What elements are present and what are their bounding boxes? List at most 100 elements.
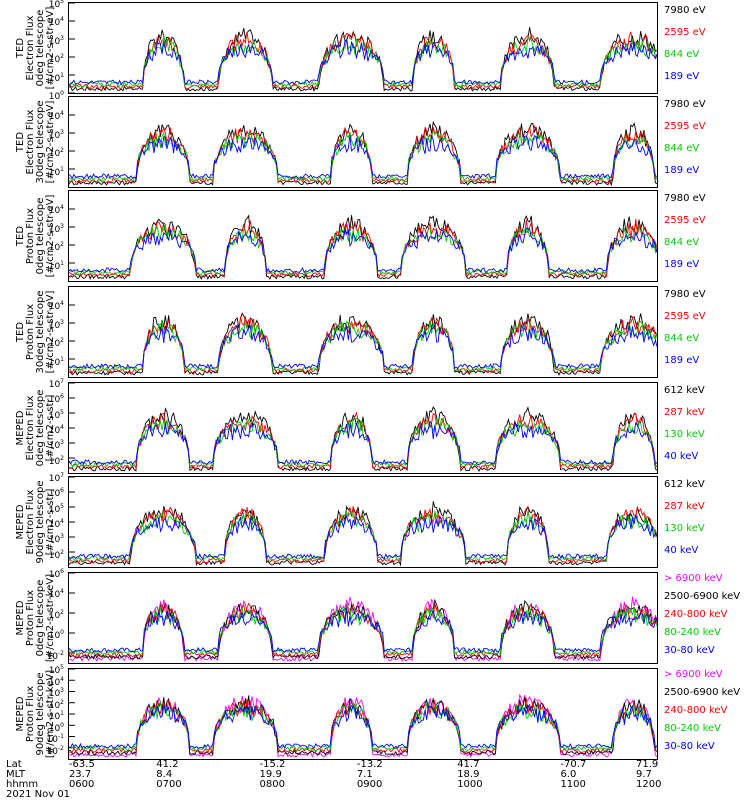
y-tick-label: 10-2 bbox=[46, 649, 64, 662]
legend-entry: 287 keV bbox=[664, 501, 705, 512]
chart-panel-6: MEPED Electron Flux 90deg telescope [#/cm2-… bbox=[0, 472, 750, 568]
flux-traces bbox=[68, 208, 658, 280]
y-tick-labels: 101 102 103 104 bbox=[30, 190, 66, 282]
x-tick-lat: -70.7 bbox=[560, 759, 587, 770]
x-tick-mlt: 9.7 bbox=[636, 769, 652, 780]
legend-entry: 130 keV bbox=[664, 429, 705, 440]
y-tick-label: 103 bbox=[48, 687, 64, 699]
x-tick-hhmm: 1200 bbox=[636, 779, 662, 790]
mlt-row-label: MLT bbox=[6, 769, 25, 780]
y-tick-label: 103 bbox=[48, 222, 64, 235]
x-tick-hhmm: 0900 bbox=[356, 779, 383, 790]
legend-entry: 2500-6900 keV bbox=[664, 687, 741, 698]
legend-entry: 240-800 keV bbox=[664, 609, 728, 620]
y-tick-label: 102 bbox=[48, 698, 64, 711]
series-trace bbox=[68, 596, 658, 662]
chart-panel-3: TED Proton Flux 0deg telescope [#/cm2-s-str… bbox=[0, 190, 750, 282]
series-legend: 7980 eV 2595 eV 844 eV 189 eV bbox=[664, 2, 750, 94]
flux-traces bbox=[68, 572, 658, 662]
y-tick-label: 104 bbox=[48, 518, 64, 530]
legend-entry: 80-240 keV bbox=[664, 723, 722, 734]
y-tick-label: 10-2 bbox=[46, 744, 64, 757]
plot-area bbox=[68, 190, 658, 282]
y-tick-label: 102 bbox=[48, 454, 64, 467]
y-tick-label: 103 bbox=[48, 128, 64, 141]
plot-area bbox=[68, 382, 658, 474]
x-tick-hhmm: 1000 bbox=[457, 779, 483, 790]
y-tick-label: 103 bbox=[48, 533, 64, 546]
y-tick-label: 102 bbox=[48, 241, 64, 254]
chart-panel-5: MEPED Electron Flux 0deg telescope [#/cm2-s… bbox=[0, 378, 750, 474]
plot-area bbox=[68, 668, 658, 760]
series-trace bbox=[68, 501, 658, 567]
x-tick-hhmm: 0700 bbox=[156, 779, 182, 790]
lat-row-label: Lat bbox=[6, 759, 22, 770]
y-tick-label: 101 bbox=[48, 259, 64, 272]
series-legend: > 6900 keV 2500-6900 keV 240-800 keV 80-240… bbox=[664, 668, 750, 760]
legend-entry: 7980 eV bbox=[664, 193, 706, 204]
x-tick-hhmm: 0600 bbox=[68, 779, 95, 790]
y-tick-label: 101 bbox=[48, 165, 64, 178]
y-tick-labels: 102 103 104 105 106 107 bbox=[30, 472, 66, 568]
legend-entry: 612 keV bbox=[664, 385, 705, 396]
legend-entry: 844 eV bbox=[664, 143, 700, 154]
legend-entry: 80-240 keV bbox=[664, 627, 722, 638]
x-tick-mlt: 8.4 bbox=[156, 769, 173, 780]
y-tick-labels: 10-2 100 102 104 106 bbox=[30, 568, 66, 664]
y-tick-label: 100 bbox=[48, 90, 64, 102]
series-trace bbox=[68, 693, 658, 758]
plot-area bbox=[68, 2, 658, 94]
y-tick-label: 102 bbox=[48, 608, 64, 621]
legend-entry: 189 eV bbox=[664, 71, 700, 82]
series-legend: 612 keV 287 keV 130 keV 40 keV bbox=[664, 382, 750, 474]
chart-panel-2: TED Electron Flux 30deg telescope [#/cm2-s-… bbox=[0, 96, 750, 188]
series-trace bbox=[68, 130, 658, 182]
legend-entry: 612 keV bbox=[664, 479, 705, 490]
y-tick-label: 101 bbox=[48, 710, 64, 722]
chart-panel-1: TED Electron Flux 0deg telescope [#/cm2-s-s… bbox=[0, 0, 750, 102]
legend-entry: 40 keV bbox=[664, 451, 699, 462]
plot-area bbox=[68, 96, 658, 188]
time-axis-footer: Lat MLT hhmm 2021 Nov 01 -63.5 23.7 0600 41… bbox=[0, 760, 750, 800]
y-tick-label: 104 bbox=[48, 204, 64, 217]
chart-panel-7: MEPED Proton Flux 0deg telescope [#/cm2-s-s… bbox=[0, 568, 750, 664]
y-tick-label: 101 bbox=[48, 355, 64, 368]
plot-area bbox=[68, 286, 658, 378]
flux-traces bbox=[68, 668, 658, 758]
x-tick-hhmm: 1100 bbox=[560, 779, 586, 790]
series-trace bbox=[68, 312, 658, 376]
legend-entry: 130 keV bbox=[664, 523, 705, 534]
series-trace bbox=[68, 120, 658, 187]
y-tick-label: 105 bbox=[48, 664, 64, 676]
legend-entry: 189 eV bbox=[664, 165, 700, 176]
y-tick-label: 103 bbox=[48, 34, 64, 47]
series-trace bbox=[68, 323, 658, 370]
series-legend: > 6900 keV 2500-6900 keV 240-800 keV 80-240… bbox=[664, 572, 750, 664]
y-tick-label: 105 bbox=[48, 408, 64, 421]
series-trace bbox=[68, 31, 658, 90]
legend-entry: 844 eV bbox=[664, 237, 700, 248]
x-tick-mlt: 23.7 bbox=[68, 769, 92, 780]
series-trace bbox=[68, 38, 658, 86]
hhmm-row-label: hhmm bbox=[6, 779, 39, 790]
y-tick-label: 107 bbox=[48, 472, 64, 484]
x-tick-lat: 41.2 bbox=[156, 759, 179, 770]
series-trace bbox=[68, 703, 658, 750]
flux-traces bbox=[68, 304, 658, 376]
x-tick-lat: 71.9 bbox=[636, 759, 659, 770]
series-trace bbox=[68, 697, 658, 754]
series-trace bbox=[68, 505, 658, 564]
series-trace bbox=[68, 134, 658, 180]
flux-traces bbox=[68, 476, 658, 567]
legend-entry: 240-800 keV bbox=[664, 705, 728, 716]
y-tick-label: 106 bbox=[48, 487, 64, 500]
legend-entry: 7980 eV bbox=[664, 99, 706, 110]
y-tick-label: 100 bbox=[48, 629, 64, 642]
x-tick-lat: -15.2 bbox=[259, 759, 286, 770]
y-tick-labels: 100 101 102 103 104 105 bbox=[30, 0, 66, 102]
y-tick-labels: 101 102 103 104 bbox=[30, 96, 66, 188]
chart-panel-4: TED Proton Flux 30deg telescope [#/cm2-s-st… bbox=[0, 286, 750, 378]
y-tick-label: 105 bbox=[48, 0, 64, 10]
series-trace bbox=[68, 319, 658, 372]
